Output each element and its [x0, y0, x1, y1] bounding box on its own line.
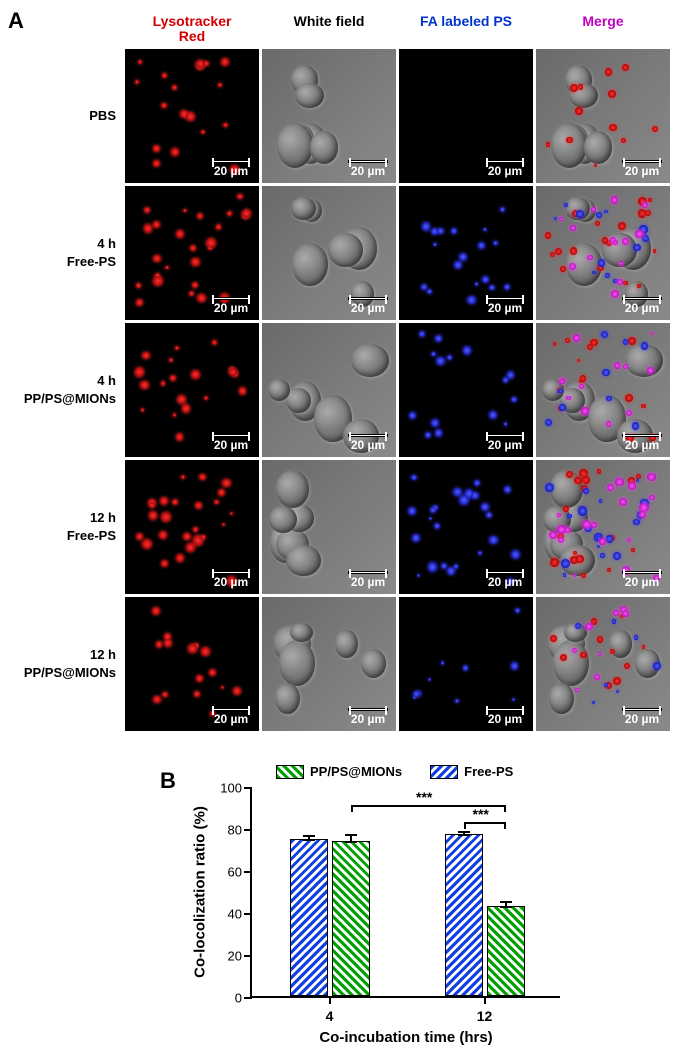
legend-label-freeps: Free-PS	[464, 764, 513, 779]
y-axis-label: Co-locolization ratio (%)	[192, 806, 209, 978]
cell-lysotracker: 20 µm	[125, 49, 259, 183]
cell-fa-ps: 20 µm	[399, 460, 533, 594]
cell-merge: 20 µm	[536, 186, 670, 320]
column-headers: LysotrackerRed White field FA labeled PS…	[26, 14, 686, 45]
col-header-whitefield: White field	[262, 14, 396, 45]
y-tick	[244, 955, 252, 957]
cell-whitefield: 20 µm	[262, 460, 396, 594]
cell-merge: 20 µm	[536, 597, 670, 731]
panel-b-label: B	[160, 768, 176, 794]
x-axis-label: Co-incubation time (hrs)	[319, 1029, 492, 1046]
row-label: 4 hPP/PS@MIONs	[26, 323, 122, 457]
cell-fa-ps: 20 µm	[399, 597, 533, 731]
microscopy-row: 4 hPP/PS@MIONs20 µm20 µm20 µm20 µm	[26, 323, 686, 457]
microscopy-row: 4 hFree-PS20 µm20 µm20 µm20 µm	[26, 186, 686, 320]
microscopy-row: 12 hPP/PS@MIONs20 µm20 µm20 µm20 µm	[26, 597, 686, 731]
plot-area: Co-locolization ratio (%) Co-incubation …	[250, 788, 560, 998]
error-bar	[505, 901, 507, 907]
cell-whitefield: 20 µm	[262, 186, 396, 320]
y-tick-label: 60	[214, 865, 242, 880]
y-tick	[244, 871, 252, 873]
cell-merge: 20 µm	[536, 460, 670, 594]
significance-label: ***	[473, 806, 489, 822]
y-tick-label: 0	[214, 991, 242, 1006]
cell-merge: 20 µm	[536, 323, 670, 457]
y-tick	[244, 829, 252, 831]
legend-swatch-blue	[430, 765, 458, 779]
y-tick	[244, 997, 252, 999]
bar-free-ps	[290, 839, 328, 997]
bar-free-ps	[445, 834, 483, 996]
cell-whitefield: 20 µm	[262, 597, 396, 731]
bar-pp-ps-mions	[487, 906, 525, 996]
error-bar	[463, 831, 465, 836]
legend-label-ppps: PP/PS@MIONs	[310, 764, 402, 779]
legend-item-ppps: PP/PS@MIONs	[276, 764, 402, 779]
microscopy-row: PBS20 µm20 µm20 µm20 µm	[26, 49, 686, 183]
legend-swatch-green	[276, 765, 304, 779]
y-tick-label: 100	[214, 781, 242, 796]
cell-lysotracker: 20 µm	[125, 460, 259, 594]
row-label: 12 hFree-PS	[26, 460, 122, 594]
error-bar	[350, 834, 352, 842]
cell-lysotracker: 20 µm	[125, 597, 259, 731]
legend-item-freeps: Free-PS	[430, 764, 513, 779]
col-header-fa-ps: FA labeled PS	[399, 14, 533, 45]
cell-fa-ps: 20 µm	[399, 186, 533, 320]
x-tick	[329, 996, 331, 1004]
col-header-lysotracker: LysotrackerRed	[125, 14, 259, 45]
panel-a-label: A	[8, 8, 24, 34]
bar-chart: PP/PS@MIONs Free-PS Co-locolization rati…	[188, 766, 588, 1052]
cell-whitefield: 20 µm	[262, 323, 396, 457]
cell-lysotracker: 20 µm	[125, 186, 259, 320]
significance-bracket	[464, 822, 506, 824]
y-tick	[244, 787, 252, 789]
cell-whitefield: 20 µm	[262, 49, 396, 183]
significance-label: ***	[416, 789, 432, 805]
microscopy-row: 12 hFree-PS20 µm20 µm20 µm20 µm	[26, 460, 686, 594]
x-tick-label: 4	[326, 1008, 334, 1024]
cell-lysotracker: 20 µm	[125, 323, 259, 457]
chart-legend: PP/PS@MIONs Free-PS	[276, 764, 513, 779]
y-tick-label: 80	[214, 823, 242, 838]
error-bar	[308, 835, 310, 840]
row-label: 4 hFree-PS	[26, 186, 122, 320]
cell-merge: 20 µm	[536, 49, 670, 183]
bar-pp-ps-mions	[332, 841, 370, 996]
x-tick-label: 12	[477, 1008, 493, 1024]
y-tick-label: 20	[214, 949, 242, 964]
cell-fa-ps: 20 µm	[399, 323, 533, 457]
row-label: PBS	[26, 49, 122, 183]
y-tick	[244, 913, 252, 915]
x-tick	[484, 996, 486, 1004]
row-label: 12 hPP/PS@MIONs	[26, 597, 122, 731]
cell-fa-ps: 20 µm	[399, 49, 533, 183]
y-tick-label: 40	[214, 907, 242, 922]
col-header-merge: Merge	[536, 14, 670, 45]
microscopy-grid: LysotrackerRed White field FA labeled PS…	[26, 14, 686, 734]
